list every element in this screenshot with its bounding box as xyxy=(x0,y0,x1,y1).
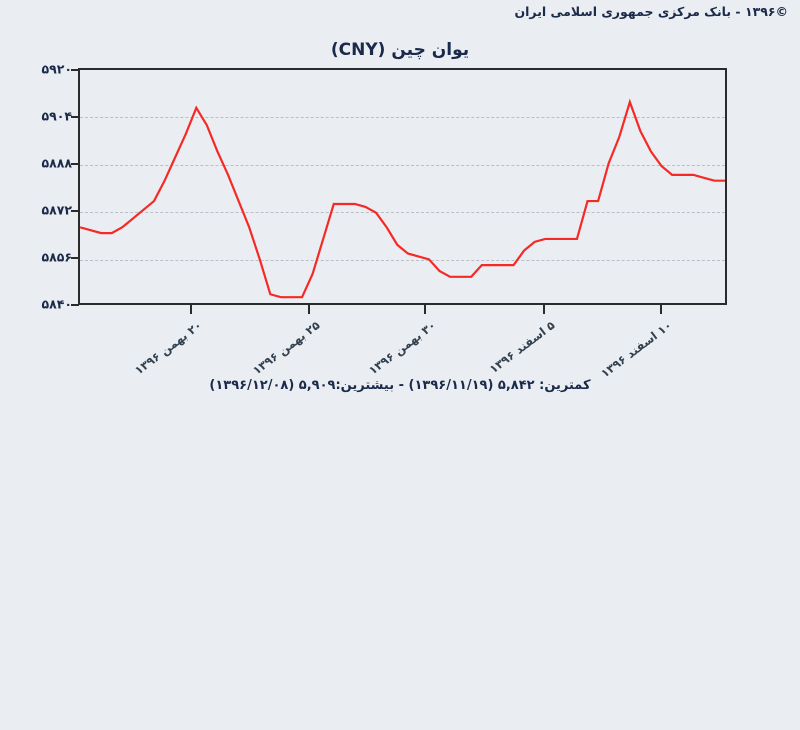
chart-container: ۵۹۲۰ ۵۹۰۴ ۵۸۸۸ ۵۸۷۲ ۵۸۵۶ ۵۸۴۰ ۲۰ بهمن ۱۳… xyxy=(41,61,727,380)
x-axis-tick xyxy=(190,305,192,314)
y-axis-tick xyxy=(71,210,79,212)
min-max-summary: کمترین: ۵,۸۴۲ (۱۳۹۶/۱۱/۱۹) - بیشترین:۵,۹… xyxy=(209,378,591,393)
x-axis-tick xyxy=(308,305,310,314)
gridline xyxy=(80,212,725,214)
y-axis-tick xyxy=(71,304,79,306)
gridline xyxy=(80,164,725,166)
y-axis-tick xyxy=(71,257,79,259)
gridline xyxy=(80,259,725,261)
copyright-notice: ©۱۳۹۶ - بانک مرکزی جمهوری اسلامی ایران xyxy=(514,4,788,19)
y-axis-tick xyxy=(71,69,79,71)
x-axis-tick xyxy=(660,305,662,314)
y-axis-label-5872: ۵۸۷۲ xyxy=(41,202,72,218)
gridline xyxy=(80,117,725,119)
y-axis-tick xyxy=(71,116,79,118)
x-axis-label-1: ۲۵ بهمن ۱۳۹۶ xyxy=(250,318,323,378)
price-line-series xyxy=(80,98,725,299)
x-axis-label-3: ۵ اسفند ۱۳۹۶ xyxy=(486,318,558,377)
y-axis-label-5840: ۵۸۴۰ xyxy=(41,296,72,312)
plot-area xyxy=(78,68,727,305)
y-axis-label-5904: ۵۹۰۴ xyxy=(41,108,72,124)
chart-title: یوان چین (CNY) xyxy=(330,40,470,60)
y-axis-tick xyxy=(71,163,79,165)
x-axis-tick xyxy=(424,305,426,314)
y-axis-label-5888: ۵۸۸۸ xyxy=(41,155,72,171)
y-axis-label-5920: ۵۹۲۰ xyxy=(41,61,72,77)
x-axis-tick xyxy=(543,305,545,314)
y-axis-label-5856: ۵۸۵۶ xyxy=(41,249,72,265)
